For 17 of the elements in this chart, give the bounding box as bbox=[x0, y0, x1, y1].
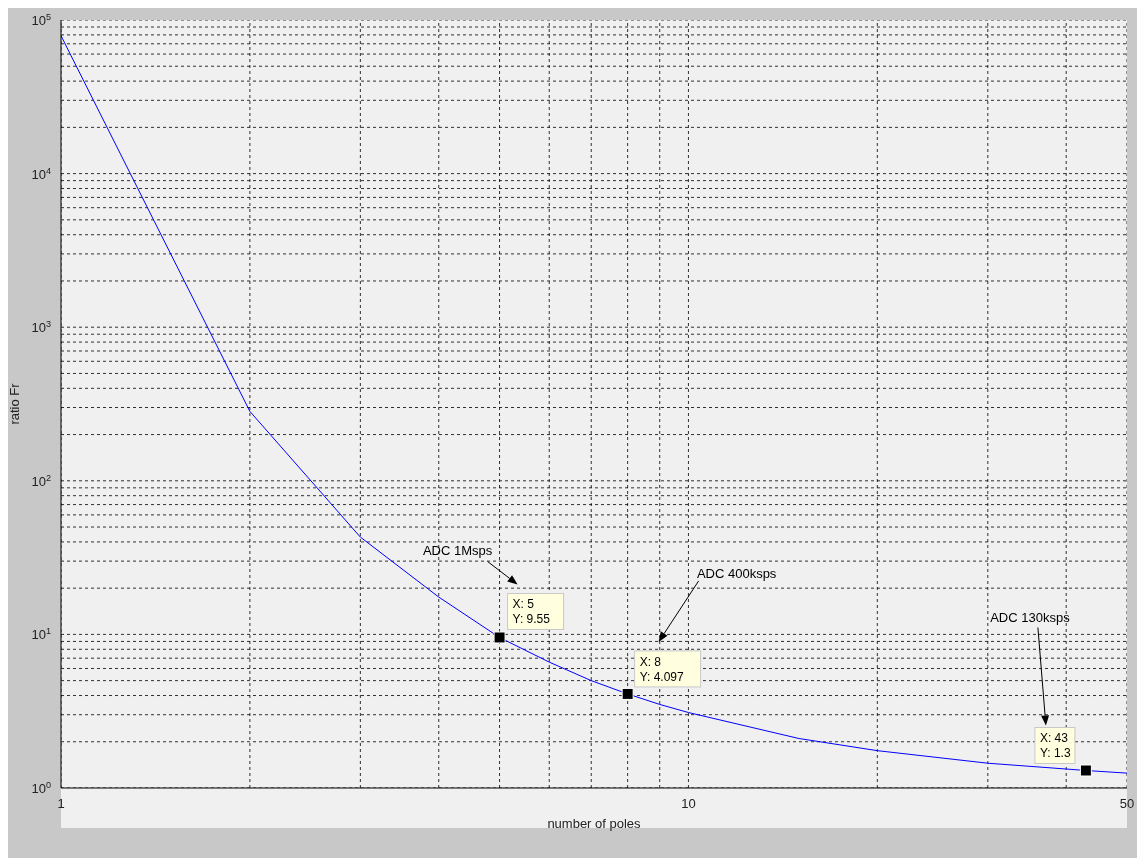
y-tick-label: 10$^{1}$ bbox=[31, 626, 51, 643]
annotation: ADC 1Msps bbox=[422, 543, 493, 559]
x-tick-label: 10 bbox=[681, 796, 696, 811]
annotation: ADC 400ksps bbox=[696, 565, 777, 581]
annotation: X: 43 Y: 1.3 bbox=[1039, 731, 1071, 761]
y-tick-label: 10$^{5}$ bbox=[31, 12, 51, 28]
x-tick-label: 1 bbox=[57, 796, 65, 811]
y-tick-label: 10$^{3}$ bbox=[31, 319, 51, 336]
x-tick-label: 50 bbox=[1119, 796, 1135, 811]
x-axis-title: number of poles bbox=[547, 816, 642, 831]
annotation: X: 8 Y: 4.097 bbox=[639, 654, 684, 684]
y-axis-title: ratio Fr bbox=[6, 382, 22, 425]
annotation: ADC 130ksps bbox=[990, 610, 1071, 626]
y-tick-label: 10$^{0}$ bbox=[31, 780, 51, 796]
annotation: X: 5 Y: 9.55 bbox=[512, 597, 551, 627]
y-tick-label: 10$^{2}$ bbox=[31, 472, 51, 489]
y-tick-label: 10$^{4}$ bbox=[31, 165, 51, 182]
